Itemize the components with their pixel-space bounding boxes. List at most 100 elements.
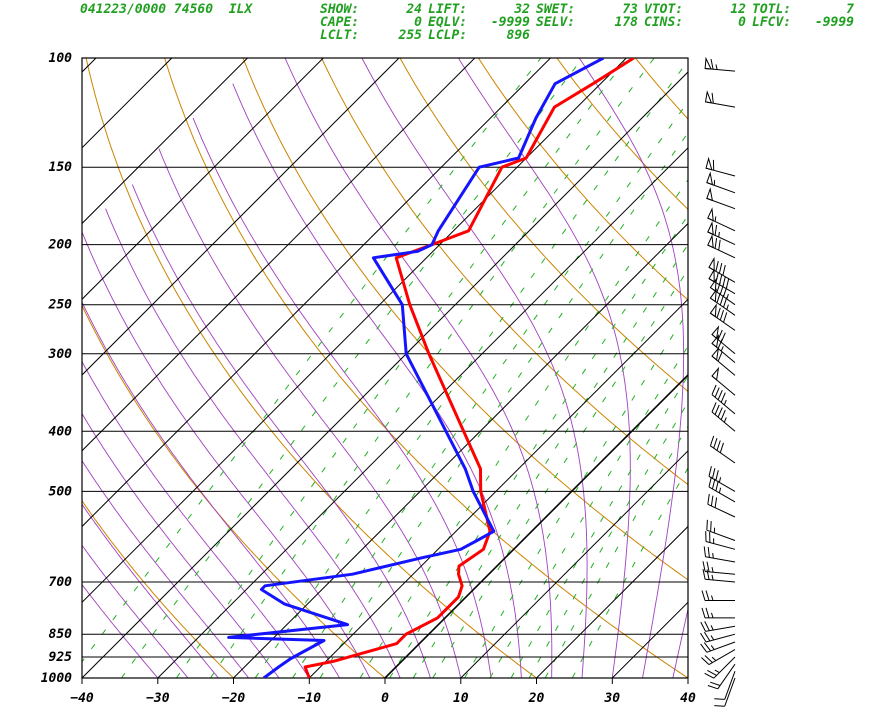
wind-barb	[700, 621, 736, 632]
wind-barb-full	[706, 569, 710, 580]
wind-barb-staff	[710, 445, 736, 464]
isotherm	[384, 373, 688, 678]
wind-barb-staff	[708, 649, 736, 666]
isotherm	[82, 58, 627, 604]
wind-barb-flag	[708, 268, 715, 283]
wind-barb	[707, 663, 736, 690]
wind-barb-full	[705, 607, 710, 619]
wind-barb-staff	[705, 633, 736, 643]
index-value-cins: 0	[738, 15, 746, 30]
wind-barb	[704, 656, 736, 679]
wind-barb-flag	[709, 277, 717, 292]
wind-barb-full	[725, 278, 730, 289]
index-label-show: SHOW:	[320, 2, 360, 17]
wind-barb-full	[715, 260, 719, 272]
wind-barb	[701, 590, 735, 601]
wind-barb-full	[718, 274, 723, 285]
x-tick-label: −40	[70, 691, 94, 706]
moist-adiabat	[82, 503, 219, 678]
wind-barb	[714, 671, 736, 700]
wind-barb-half	[712, 552, 714, 559]
wind-barb-full	[712, 468, 716, 479]
index-value-swet: 73	[622, 2, 638, 17]
wind-barb-flag	[711, 333, 720, 349]
mixing-ratio-line	[510, 374, 688, 678]
wind-barb	[708, 476, 736, 503]
y-tick-label: 150	[49, 160, 73, 175]
index-label-cins: CINS:	[644, 15, 684, 30]
moist-adiabat	[82, 412, 280, 678]
wind-barb-full	[711, 384, 717, 395]
index-value-lfcv: -9999	[814, 15, 854, 30]
wind-barb-full	[701, 657, 710, 665]
wind-barb-half	[720, 346, 724, 352]
wind-barb-full	[722, 276, 726, 287]
y-tick-label: 400	[49, 424, 73, 439]
wind-barb-full	[700, 621, 706, 632]
wind-barb-flag	[707, 221, 714, 236]
wind-barb-full	[720, 392, 726, 403]
wind-barb-flag	[704, 56, 712, 70]
isotherm	[82, 58, 476, 452]
index-label-lclp: LCLP:	[428, 28, 468, 43]
wind-barb-full	[716, 440, 721, 451]
sounding-profiles	[227, 58, 635, 678]
wind-barb-staff	[705, 578, 736, 583]
wind-barb-full	[707, 669, 717, 676]
wind-barb-half	[711, 574, 714, 581]
wind-barb-full	[708, 476, 712, 488]
index-value-vtot: 12	[730, 2, 746, 17]
wind-barb-full	[711, 402, 717, 413]
station-line: 041223/0000 74560 ILX	[80, 2, 253, 17]
x-tick-label: 40	[680, 691, 696, 706]
isotherm	[82, 58, 324, 300]
wind-barb	[701, 607, 735, 619]
index-label-totl: TOTL:	[752, 2, 792, 17]
wind-barb-flag	[709, 288, 717, 303]
wind-barb	[707, 207, 736, 232]
wind-barb-full	[707, 547, 710, 558]
wind-barb-flag	[706, 171, 714, 186]
wind-barb	[714, 677, 736, 707]
wind-barb-half	[714, 216, 717, 222]
isotherm	[536, 525, 688, 678]
mixing-ratio-line	[359, 178, 688, 678]
wind-barb-full	[719, 309, 724, 321]
moist-adiabat	[82, 230, 371, 678]
wind-barb-staff	[706, 641, 736, 653]
wind-barb-full	[722, 264, 726, 276]
mixing-ratio-line	[489, 345, 688, 678]
wind-barb-flag	[705, 156, 713, 171]
y-tick-label: 700	[49, 575, 73, 590]
y-tick-label: 250	[48, 298, 73, 313]
y-tick-label: 925	[49, 650, 73, 665]
wind-barb-half	[718, 231, 720, 238]
wind-barb-staff	[705, 541, 736, 550]
wind-barb	[706, 187, 736, 210]
wind-barb-flag	[707, 234, 714, 249]
wind-barb-staff	[708, 475, 736, 492]
wind-barb	[700, 641, 736, 653]
wind-barb-staff	[724, 677, 736, 707]
wind-barb-full	[704, 655, 713, 663]
wind-barb-flag	[711, 366, 720, 381]
isotherm	[308, 298, 688, 678]
wind-barb-full	[720, 332, 726, 343]
wind-barb	[705, 531, 736, 550]
isotherm	[82, 58, 551, 528]
wind-barb	[706, 171, 736, 194]
dry-adiabat	[871, 58, 896, 678]
wind-barb-full	[714, 224, 718, 236]
wind-barb-full	[723, 312, 728, 323]
mixing-ratio-line	[389, 214, 688, 678]
wind-barb	[702, 561, 736, 575]
wind-barb-full	[713, 438, 718, 449]
moist-adiabat	[82, 583, 159, 678]
wind-barb	[704, 90, 736, 108]
wind-barb	[709, 435, 736, 464]
wind-barb-half	[714, 669, 720, 674]
dewpoint-profile	[227, 58, 605, 678]
wind-barb-full	[714, 238, 718, 249]
